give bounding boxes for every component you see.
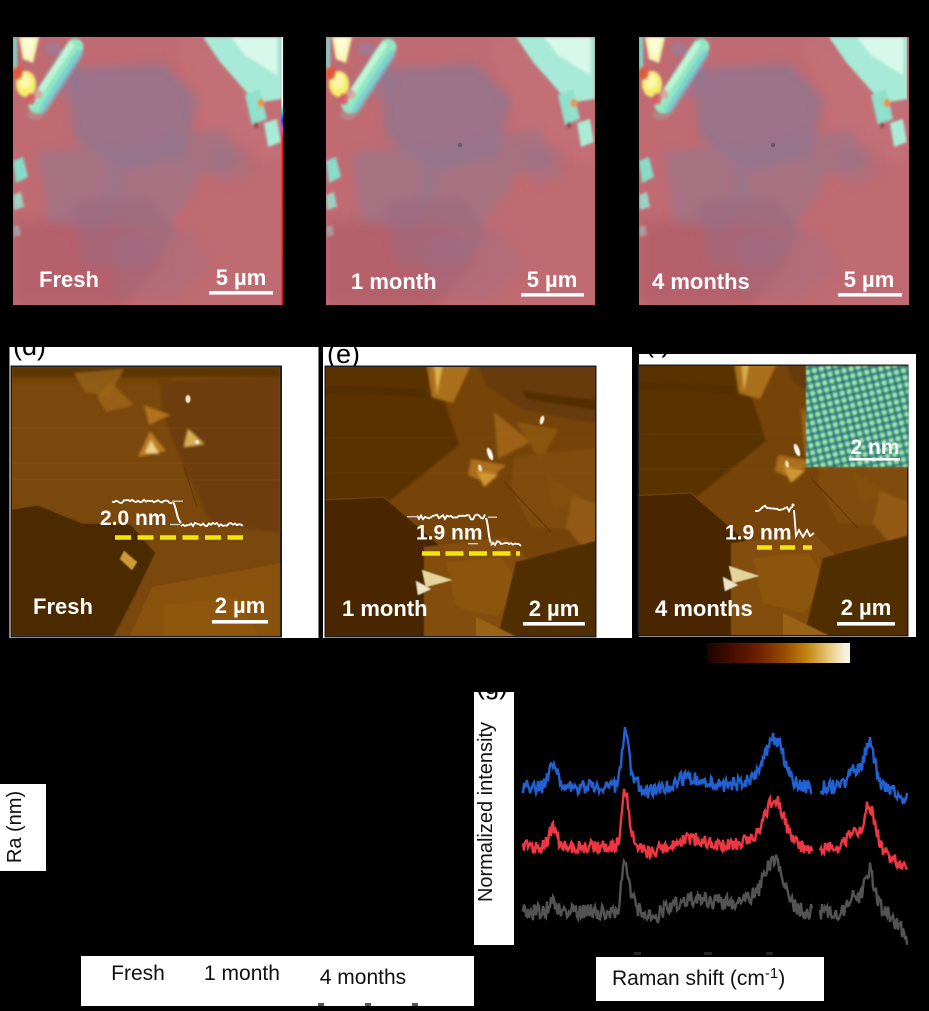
svg-text:(d): (d) <box>13 331 46 361</box>
svg-text:Ra (nm): Ra (nm) <box>4 791 26 863</box>
svg-text:2 µm: 2 µm <box>841 595 892 620</box>
svg-text:2 nm: 2 nm <box>850 436 899 459</box>
svg-text:1 month: 1 month <box>351 269 437 294</box>
svg-text:2 µm: 2 µm <box>215 593 266 618</box>
svg-text:Fresh: Fresh <box>111 962 165 985</box>
svg-text:1.9 nm: 1.9 nm <box>725 522 792 545</box>
svg-text:1 month: 1 month <box>204 962 280 985</box>
svg-text:4 months: 4 months <box>655 596 753 621</box>
svg-text:Raman shift (cm-1): Raman shift (cm-1) <box>612 965 785 990</box>
svg-text:(f): (f) <box>645 328 670 358</box>
svg-text:5 µm: 5 µm <box>216 265 267 290</box>
svg-text:5 µm: 5 µm <box>844 267 895 292</box>
svg-text:(g): (g) <box>476 670 508 700</box>
svg-text:2.0 nm: 2.0 nm <box>100 507 167 530</box>
svg-text:Fresh: Fresh <box>33 594 93 619</box>
svg-text:Normalized intensity: Normalized intensity <box>475 722 497 902</box>
svg-text:4 months: 4 months <box>652 269 750 294</box>
svg-text:Fresh: Fresh <box>39 267 99 292</box>
svg-text:1 month: 1 month <box>342 596 428 621</box>
svg-text:4 months: 4 months <box>320 966 406 989</box>
svg-text:1.9 nm: 1.9 nm <box>416 522 483 545</box>
svg-text:2 µm: 2 µm <box>529 596 580 621</box>
svg-text:5 µm: 5 µm <box>527 267 578 292</box>
svg-text:(e): (e) <box>327 339 360 369</box>
